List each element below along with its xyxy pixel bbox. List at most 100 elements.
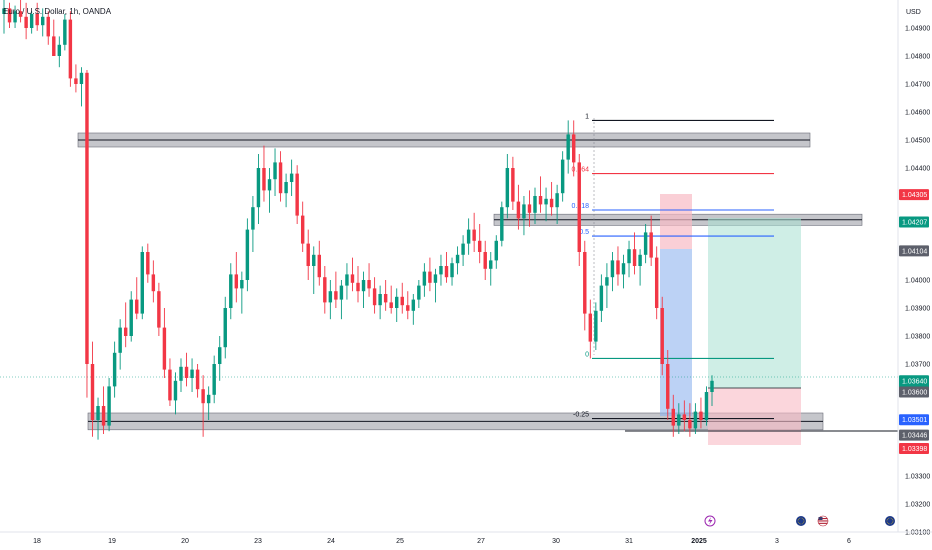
candle xyxy=(511,156,515,210)
candle xyxy=(96,397,100,440)
price-tick-label: 1.03200 xyxy=(905,502,930,509)
candle xyxy=(350,257,355,292)
candle xyxy=(218,336,222,381)
date-tick-label: 20 xyxy=(181,538,189,545)
candle xyxy=(135,277,139,320)
candle xyxy=(461,235,465,266)
candle xyxy=(549,182,554,216)
date-tick-label: 25 xyxy=(396,538,404,545)
candle xyxy=(372,277,377,314)
event-icons[interactable] xyxy=(704,515,895,527)
candle xyxy=(560,151,565,202)
candle xyxy=(383,280,388,311)
candle xyxy=(229,263,233,320)
candle xyxy=(378,285,382,320)
price-badges: 1.043051.042071.041041.0364028:361.03600… xyxy=(899,189,929,455)
candle xyxy=(472,212,476,252)
candle xyxy=(35,2,39,31)
candle xyxy=(643,224,648,264)
date-tick-label: 6 xyxy=(847,538,851,545)
short-stop-zone[interactable] xyxy=(660,194,692,249)
candle xyxy=(699,397,703,429)
price-tick-label: 1.03700 xyxy=(905,362,930,369)
candle xyxy=(439,254,443,286)
candle xyxy=(300,201,305,252)
lightning-icon[interactable] xyxy=(704,515,716,527)
short-target-zone[interactable] xyxy=(660,249,692,416)
price-tick-label: 1.03300 xyxy=(905,474,930,481)
price-axis[interactable]: 1.04900 1.04800 1.04700 1.04600 1.04500 1.044… xyxy=(905,26,930,537)
candle xyxy=(455,246,460,275)
candle xyxy=(90,341,95,437)
candle xyxy=(52,19,56,56)
candle xyxy=(334,271,338,308)
price-tick-label: 1.04400 xyxy=(905,166,930,173)
candle xyxy=(157,282,161,336)
price-badge: 1.03501 xyxy=(899,414,929,426)
candle xyxy=(544,187,548,222)
fib-level-label: -0.25 xyxy=(573,412,589,419)
long-stop-zone[interactable] xyxy=(708,388,801,445)
svg-text:1.03446: 1.03446 xyxy=(902,433,927,440)
candle xyxy=(240,271,244,314)
candle xyxy=(146,243,150,283)
candle xyxy=(704,386,709,426)
date-tick-label: 3 xyxy=(775,538,779,545)
svg-text:1.04305: 1.04305 xyxy=(902,192,927,199)
price-tick-label: 1.03800 xyxy=(905,334,930,341)
candle xyxy=(444,252,449,283)
candle xyxy=(112,341,117,398)
candle xyxy=(466,218,471,255)
eu-flag-icon[interactable] xyxy=(885,516,895,526)
currency-label[interactable]: USD xyxy=(906,9,921,16)
price-tick-label: 1.03900 xyxy=(905,306,930,313)
candle xyxy=(317,240,321,286)
candle xyxy=(251,196,255,252)
candle xyxy=(284,173,288,208)
candle xyxy=(74,64,78,93)
long-target-zone[interactable] xyxy=(708,218,801,388)
candle xyxy=(201,375,205,437)
candle xyxy=(417,280,421,308)
candle xyxy=(212,355,216,404)
position-tools[interactable] xyxy=(660,194,801,445)
candle xyxy=(638,249,642,286)
candle xyxy=(18,0,23,23)
price-badge: 1.03446 xyxy=(899,429,929,441)
eu-flag-icon[interactable] xyxy=(796,516,806,526)
candle xyxy=(306,229,310,280)
candle xyxy=(46,11,50,45)
candle xyxy=(389,285,393,314)
candle xyxy=(151,260,156,303)
candle xyxy=(605,263,609,308)
us-flag-icon[interactable] xyxy=(817,515,829,527)
candle xyxy=(101,386,106,434)
candle xyxy=(588,299,593,359)
candle xyxy=(428,257,432,292)
candle xyxy=(245,218,250,292)
candle xyxy=(85,70,89,398)
time-axis[interactable]: 18 19 20 23 24 25 27 30 31 2025 3 6 xyxy=(33,538,851,545)
svg-text:1.03501: 1.03501 xyxy=(902,417,927,424)
candle xyxy=(489,252,493,286)
date-tick-label: 23 xyxy=(254,538,262,545)
candle xyxy=(195,364,200,398)
candle xyxy=(621,254,626,289)
candle xyxy=(666,350,670,420)
candle xyxy=(654,246,659,320)
candle xyxy=(162,308,167,378)
candle xyxy=(583,240,587,331)
candle xyxy=(295,165,299,224)
candle xyxy=(262,145,266,202)
candle xyxy=(289,159,294,196)
date-tick-label: 27 xyxy=(477,538,485,545)
candle xyxy=(256,154,261,224)
candle xyxy=(422,263,427,297)
candle xyxy=(577,154,581,266)
candle xyxy=(395,288,399,322)
candle xyxy=(267,168,272,213)
candle xyxy=(179,358,183,392)
candle xyxy=(328,280,333,320)
candle xyxy=(323,266,327,314)
